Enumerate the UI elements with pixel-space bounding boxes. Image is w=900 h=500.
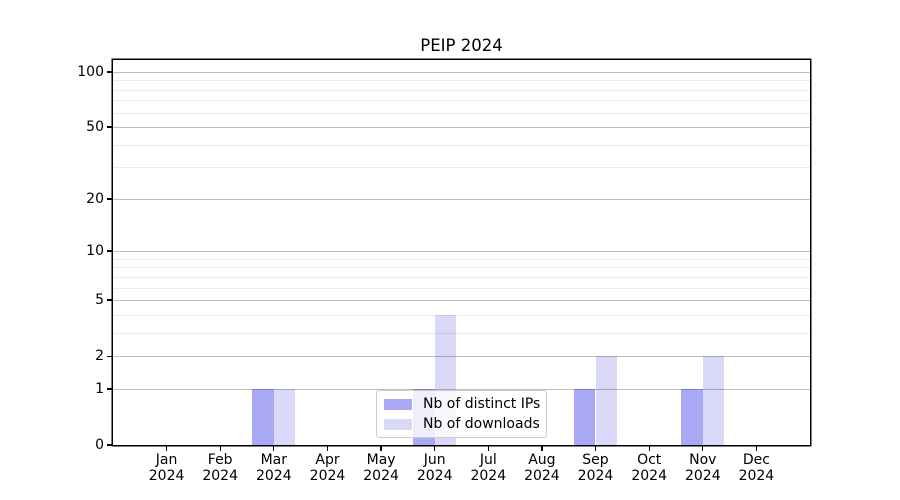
x-tick-mark (165, 446, 168, 451)
y-tick-mark (106, 198, 112, 200)
x-tick-label: Jan 2024 (127, 452, 207, 484)
y-tick-mark (106, 388, 112, 390)
x-tick-year: 2024 (684, 467, 721, 484)
legend-label: Nb of downloads (423, 416, 540, 432)
y-tick-label: 5 (95, 292, 104, 309)
gridline-major (113, 198, 810, 200)
x-tick-year: 2024 (363, 467, 399, 484)
x-tick-month: Feb (207, 452, 233, 468)
x-tick-year: 2024 (577, 467, 614, 484)
y-tick-label: 1 (95, 381, 104, 397)
y-tick-label: 0 (95, 437, 104, 453)
y-tick-label: 20 (86, 190, 104, 207)
x-tick-month: Nov (689, 452, 717, 468)
x-tick-label: Aug 2024 (502, 452, 582, 484)
gridline-major (113, 71, 810, 73)
x-tick-month: Jun (423, 452, 446, 468)
x-tick-month: Oct (637, 452, 662, 468)
gridline-minor (113, 276, 810, 278)
x-tick-mark (487, 446, 489, 451)
bar-distinct-ips (574, 389, 596, 445)
gridline-major (113, 127, 810, 129)
x-tick-year: 2024 (416, 467, 453, 484)
y-tick-mark (106, 126, 112, 128)
gridline-minor (113, 89, 810, 91)
gridline-minor (113, 314, 810, 316)
x-tick-month: May (366, 452, 396, 468)
gridline-major (113, 251, 810, 253)
gridline-minor (113, 144, 810, 146)
bar-downloads (273, 389, 296, 445)
bar-distinct-ips (681, 389, 703, 445)
gridline-minor (113, 167, 810, 169)
x-tick-label: Jul 2024 (448, 452, 528, 484)
plot-area: Nb of distinct IPs Nb of downloads (113, 60, 810, 445)
x-tick-label: Sep 2024 (556, 452, 636, 484)
gridline-minor (113, 112, 810, 114)
gridline-major (113, 300, 810, 302)
y-tick-label: 50 (86, 119, 104, 136)
x-tick-label: Mar 2024 (234, 452, 314, 484)
x-tick-year: 2024 (470, 467, 507, 484)
gridline-minor (113, 332, 810, 334)
x-tick-year: 2024 (631, 467, 667, 484)
x-tick-month: Sep (582, 452, 609, 468)
y-tick-label: 2 (95, 348, 104, 365)
legend-item: Nb of downloads (384, 414, 540, 434)
x-tick-month: Mar (260, 452, 287, 468)
x-tick-year: 2024 (738, 467, 775, 484)
x-tick-mark (755, 446, 758, 451)
x-tick-mark (326, 446, 329, 451)
x-tick-month: Aug (528, 452, 556, 468)
bar-downloads (595, 356, 617, 445)
x-tick-year: 2024 (524, 467, 560, 484)
y-tick-mark (106, 299, 112, 301)
legend-label: Nb of distinct IPs (423, 396, 541, 412)
x-tick-month: Dec (742, 452, 770, 468)
x-tick-mark (648, 446, 650, 451)
gridline-minor (113, 287, 810, 289)
gridline-minor (113, 100, 810, 102)
x-tick-label: Oct 2024 (609, 452, 689, 484)
x-tick-mark (702, 446, 704, 451)
x-tick-label: Nov 2024 (663, 452, 743, 484)
x-tick-year: 2024 (255, 467, 292, 484)
x-tick-mark (380, 446, 382, 451)
x-tick-year: 2024 (148, 467, 185, 484)
x-tick-label: Dec 2024 (716, 452, 796, 484)
x-tick-label: Apr 2024 (288, 452, 368, 484)
gridline-minor (113, 258, 810, 260)
x-tick-year: 2024 (309, 467, 346, 484)
x-tick-mark (594, 446, 597, 451)
y-tick-mark (106, 250, 112, 252)
x-tick-year: 2024 (202, 467, 238, 484)
legend-swatch-distinct-ips (384, 398, 412, 410)
x-tick-label: Feb 2024 (180, 452, 260, 484)
y-tick-mark (106, 355, 112, 357)
gridline-minor (113, 267, 810, 269)
legend-box: Nb of distinct IPs Nb of downloads (376, 390, 548, 438)
y-tick-label: 100 (77, 63, 104, 80)
x-tick-mark (541, 446, 543, 451)
bar-downloads (702, 356, 725, 445)
y-tick-label: 10 (86, 243, 104, 260)
x-tick-mark (219, 446, 221, 451)
legend-item: Nb of distinct IPs (384, 394, 540, 414)
gridline-minor (113, 80, 810, 82)
bar-distinct-ips (252, 389, 274, 445)
x-tick-month: Jan (155, 452, 178, 468)
x-tick-label: May 2024 (341, 452, 421, 484)
y-tick-mark (106, 444, 112, 446)
x-tick-mark (434, 446, 436, 451)
x-tick-month: Jul (479, 452, 497, 468)
legend-swatch-downloads (384, 418, 412, 430)
x-tick-month: Apr (315, 452, 340, 468)
chart-title: PEIP 2024 (420, 36, 503, 55)
y-tick-mark (106, 71, 112, 73)
x-tick-label: Jun 2024 (395, 452, 475, 484)
x-tick-mark (273, 446, 275, 451)
